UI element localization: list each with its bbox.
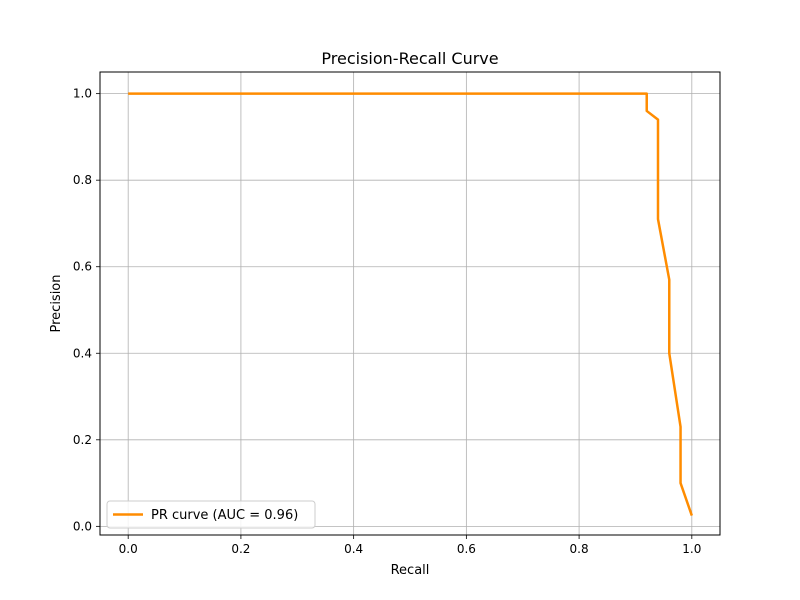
x-tick-label: 0.8 bbox=[570, 542, 589, 556]
x-tick-label: 1.0 bbox=[682, 542, 701, 556]
pr-curve-line bbox=[128, 92, 694, 516]
y-axis-ticks: 0.0 0.2 0.4 0.6 0.8 1.0 bbox=[73, 87, 100, 533]
legend-label: PR curve (AUC = 0.96) bbox=[151, 508, 298, 523]
legend-box bbox=[106, 500, 316, 529]
series-layer bbox=[128, 92, 694, 516]
y-tick-label: 0.8 bbox=[73, 173, 92, 187]
y-tick-label: 0.0 bbox=[73, 519, 92, 533]
y-tick-label: 0.2 bbox=[73, 433, 92, 447]
y-tick-label: 0.4 bbox=[73, 346, 92, 360]
x-tick-label: 0.6 bbox=[457, 542, 476, 556]
x-tick-label: 0.2 bbox=[231, 542, 250, 556]
y-axis-label: Precision bbox=[49, 274, 64, 332]
legend: PR curve (AUC = 0.96) bbox=[106, 500, 316, 529]
plot-frame bbox=[99, 71, 721, 536]
y-tick-label: 0.6 bbox=[73, 260, 92, 274]
x-tick-label: 0.0 bbox=[119, 542, 138, 556]
x-axis-ticks: 0.0 0.2 0.4 0.6 0.8 1.0 bbox=[119, 535, 701, 556]
x-axis-label: Recall bbox=[391, 563, 430, 578]
x-tick-label: 0.4 bbox=[344, 542, 363, 556]
y-tick-label: 1.0 bbox=[73, 87, 92, 101]
grid-lines bbox=[100, 72, 720, 535]
chart-title: Precision-Recall Curve bbox=[321, 49, 498, 68]
